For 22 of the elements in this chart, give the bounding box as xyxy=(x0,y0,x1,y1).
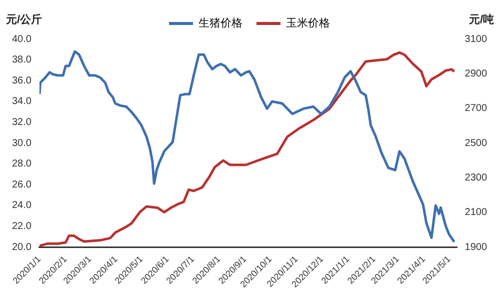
legend-label: 玉米价格 xyxy=(286,16,330,30)
y-tick-label: 40.0 xyxy=(12,34,32,45)
y2-tick-label: 3100 xyxy=(464,34,488,45)
y2-tick-label: 2500 xyxy=(464,138,488,149)
y-tick-label: 24.0 xyxy=(12,200,32,212)
y2-axis-title: 元/吨 xyxy=(468,13,494,26)
y-tick-label: 30.0 xyxy=(12,138,32,149)
y2-tick-label: 2700 xyxy=(464,103,488,114)
y-tick-label: 36.0 xyxy=(12,75,32,86)
legend-label: 生猪价格 xyxy=(198,16,242,30)
y2-tick-label: 1900 xyxy=(464,242,488,253)
y2-tick-label: 2900 xyxy=(464,68,488,80)
y-axis-title: 元/公斤 xyxy=(5,13,42,26)
y2-tick-label: 2300 xyxy=(464,172,488,184)
y-tick-label: 26.0 xyxy=(12,179,32,190)
y-tick-label: 34.0 xyxy=(12,96,32,108)
y-tick-label: 38.0 xyxy=(12,54,32,66)
y-tick-label: 32.0 xyxy=(12,116,32,128)
y2-tick-label: 2100 xyxy=(464,207,488,218)
y-tick-label: 22.0 xyxy=(12,220,32,232)
y-tick-label: 28.0 xyxy=(12,158,32,170)
y-tick-label: 20.0 xyxy=(12,242,32,253)
